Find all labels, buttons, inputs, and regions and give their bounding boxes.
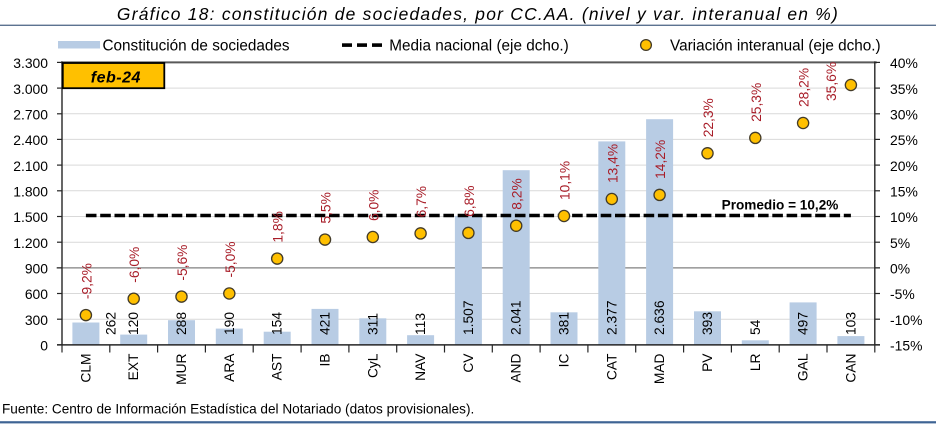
svg-text:10%: 10% — [890, 209, 918, 225]
svg-text:Media nacional (eje dcho.): Media nacional (eje dcho.) — [389, 37, 568, 54]
svg-text:CyL: CyL — [365, 353, 380, 378]
svg-text:6,7%: 6,7% — [414, 186, 429, 217]
svg-text:IB: IB — [318, 354, 333, 367]
svg-text:154: 154 — [270, 312, 285, 335]
svg-text:2.377: 2.377 — [604, 300, 619, 335]
svg-text:-10%: -10% — [890, 312, 922, 328]
svg-text:103: 103 — [843, 312, 858, 335]
svg-text:300: 300 — [25, 312, 48, 328]
svg-text:25,3%: 25,3% — [749, 83, 764, 122]
svg-text:AND: AND — [509, 353, 524, 382]
svg-text:1.500: 1.500 — [13, 209, 48, 225]
svg-text:ARA: ARA — [222, 353, 237, 382]
svg-text:-5,0%: -5,0% — [223, 241, 238, 277]
svg-text:393: 393 — [700, 312, 715, 335]
svg-text:AST: AST — [270, 353, 285, 380]
svg-text:54: 54 — [748, 319, 763, 335]
svg-text:13,4%: 13,4% — [605, 144, 620, 183]
svg-text:40%: 40% — [890, 55, 918, 71]
svg-text:LR: LR — [748, 353, 763, 371]
svg-text:3.300: 3.300 — [13, 55, 48, 71]
svg-text:8,2%: 8,2% — [510, 178, 525, 209]
svg-text:MUR: MUR — [174, 353, 189, 384]
svg-text:22,3%: 22,3% — [701, 98, 716, 137]
svg-text:MAD: MAD — [652, 353, 667, 384]
svg-text:600: 600 — [25, 286, 48, 302]
svg-text:1,8%: 1,8% — [271, 211, 286, 242]
svg-text:381: 381 — [557, 312, 572, 335]
svg-text:15%: 15% — [890, 184, 918, 200]
svg-text:20%: 20% — [890, 158, 918, 174]
svg-text:-5,6%: -5,6% — [175, 245, 190, 281]
svg-text:CAT: CAT — [604, 353, 619, 380]
svg-text:14,2%: 14,2% — [653, 140, 668, 179]
svg-text:6,8%: 6,8% — [462, 185, 477, 216]
svg-text:2.041: 2.041 — [509, 300, 524, 335]
svg-text:-5%: -5% — [890, 286, 915, 302]
svg-text:2.100: 2.100 — [13, 158, 48, 174]
svg-text:5%: 5% — [890, 235, 910, 251]
svg-text:Promedio = 10,2%: Promedio = 10,2% — [722, 197, 839, 212]
svg-text:5,5%: 5,5% — [319, 192, 334, 223]
svg-text:35%: 35% — [890, 81, 918, 97]
svg-text:Constitución de sociedades: Constitución de sociedades — [103, 37, 290, 54]
svg-text:1.507: 1.507 — [461, 300, 476, 335]
svg-text:Fuente: Centro de Información: Fuente: Centro de Información Estadístic… — [2, 402, 474, 417]
svg-text:IC: IC — [557, 353, 572, 367]
svg-text:feb-24: feb-24 — [91, 70, 141, 87]
svg-text:-9,2%: -9,2% — [79, 263, 94, 299]
svg-text:120: 120 — [126, 312, 141, 335]
svg-text:-15%: -15% — [890, 338, 922, 354]
svg-text:497: 497 — [796, 312, 811, 335]
svg-text:35,6%: 35,6% — [824, 62, 839, 101]
svg-text:190: 190 — [222, 312, 237, 335]
svg-text:421: 421 — [318, 312, 333, 335]
svg-text:2.700: 2.700 — [13, 107, 48, 123]
svg-text:PV: PV — [700, 353, 715, 372]
svg-text:Variación interanual (eje dcho: Variación interanual (eje dcho.) — [670, 37, 881, 54]
svg-text:1.800: 1.800 — [13, 184, 48, 200]
svg-text:GAL: GAL — [796, 353, 811, 381]
svg-text:0%: 0% — [890, 261, 910, 277]
svg-text:30%: 30% — [890, 107, 918, 123]
svg-text:CV: CV — [461, 353, 476, 373]
svg-text:288: 288 — [174, 312, 189, 335]
svg-text:0: 0 — [40, 338, 48, 354]
svg-text:2.636: 2.636 — [652, 300, 667, 335]
svg-text:311: 311 — [365, 313, 380, 335]
svg-text:-6,0%: -6,0% — [127, 247, 142, 283]
svg-text:900: 900 — [25, 261, 48, 277]
svg-text:262: 262 — [104, 312, 119, 335]
svg-text:CAN: CAN — [843, 354, 858, 383]
svg-text:113: 113 — [413, 313, 428, 335]
svg-text:1.200: 1.200 — [13, 235, 48, 251]
svg-text:CLM: CLM — [78, 354, 93, 383]
svg-text:Gráfico 18: constitución de so: Gráfico 18: constitución de sociedades, … — [117, 4, 839, 24]
svg-text:10,1%: 10,1% — [558, 161, 573, 200]
svg-text:25%: 25% — [890, 132, 918, 148]
svg-text:NAV: NAV — [413, 353, 428, 381]
svg-text:6,0%: 6,0% — [366, 190, 381, 221]
svg-text:EXT: EXT — [126, 353, 141, 380]
svg-text:2.400: 2.400 — [13, 132, 48, 148]
svg-text:28,2%: 28,2% — [797, 68, 812, 107]
svg-text:3.000: 3.000 — [13, 81, 48, 97]
